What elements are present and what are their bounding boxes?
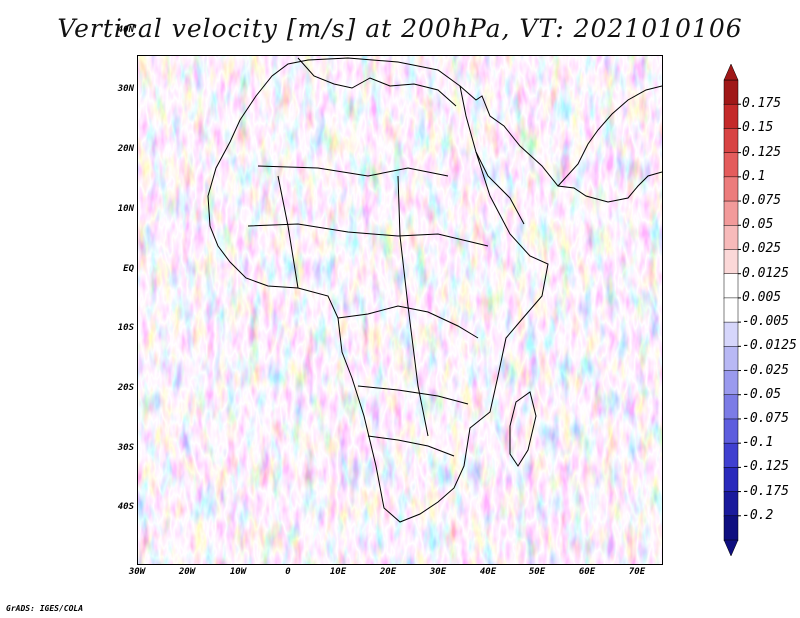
velocity-shading (138, 56, 662, 564)
lon-tick: 50E (528, 567, 546, 577)
colorbar-label: 0.025 (742, 241, 782, 257)
grads-credit: GrADS: IGES/COLA (6, 604, 84, 613)
colorbar-segment (723, 394, 739, 420)
colorbar-segment (723, 79, 739, 105)
map-title: Vertical velocity [m/s] at 200hPa, VT: 2… (57, 14, 743, 43)
colorbar-segment (723, 370, 739, 396)
colorbar-label: 0.075 (742, 193, 782, 209)
lat-tick: 10N (117, 204, 134, 214)
coastlines (207, 57, 662, 523)
lat-tick: 20N (117, 144, 134, 154)
colorbar-segment (723, 273, 739, 299)
colorbar-segment (723, 297, 739, 323)
lon-tick: 40E (479, 567, 497, 577)
lon-tick: 30E (429, 567, 447, 577)
colorbar-label: -0.075 (742, 410, 789, 426)
lat-tick: 20S (117, 383, 134, 393)
colorbar-segment (723, 491, 739, 517)
colorbar-segment (723, 346, 739, 372)
colorbar-segment (723, 152, 739, 178)
lon-tick: 10W (229, 567, 247, 577)
lat-tick: 30S (117, 443, 134, 453)
colorbar-label: 0.005 (742, 289, 782, 305)
colorbar-segment (723, 176, 739, 202)
lat-tick: 40N (117, 25, 134, 35)
lat-tick: 30N (117, 84, 134, 94)
colorbar-label: -0.025 (742, 362, 789, 378)
madagascar-outline (509, 391, 537, 467)
colorbar-label: 0.05 (742, 217, 774, 233)
colorbar-label: 0.175 (742, 96, 782, 112)
lon-tick: 0 (285, 567, 291, 577)
velocity-field (138, 56, 662, 564)
colorbar-segment (723, 467, 739, 493)
colorbar-label: -0.005 (742, 314, 789, 330)
lon-tick: 60E (578, 567, 596, 577)
lon-tick: 20E (379, 567, 397, 577)
colorbar-min-arrow (723, 539, 739, 557)
colorbar-label: -0.175 (742, 483, 789, 499)
colorbar-label: 0.125 (742, 144, 782, 160)
colorbar-segment (723, 418, 739, 444)
colorbar-label: -0.0125 (742, 338, 797, 354)
colorbar-label: -0.2 (742, 507, 774, 523)
lat-tick: EQ (123, 264, 134, 274)
colorbar-segment (723, 103, 739, 130)
colorbar-label: -0.1 (742, 435, 774, 451)
colorbar-label: -0.125 (742, 459, 789, 475)
lon-tick: 20W (178, 567, 196, 577)
lat-tick: 40S (117, 502, 134, 512)
colorbar-label: 0.0125 (742, 265, 789, 281)
colorbar-label: -0.05 (742, 386, 782, 402)
map-panel (137, 55, 663, 565)
colorbar-label: 0.15 (742, 120, 774, 136)
colorbar-segment (723, 128, 739, 154)
colorbar-segment (723, 200, 739, 227)
colorbar-segment (723, 515, 739, 541)
colorbar-segment (723, 442, 739, 469)
colorbar-label: 0.1 (742, 168, 766, 184)
colorbar-segment (723, 225, 739, 251)
colorbar-segment (723, 321, 739, 348)
lon-tick: 70E (628, 567, 646, 577)
colorbar-max-arrow (723, 63, 739, 81)
lon-tick: 30W (128, 567, 146, 577)
lon-tick: 10E (329, 567, 347, 577)
colorbar-segment (723, 249, 739, 275)
lat-tick: 10S (117, 323, 134, 333)
